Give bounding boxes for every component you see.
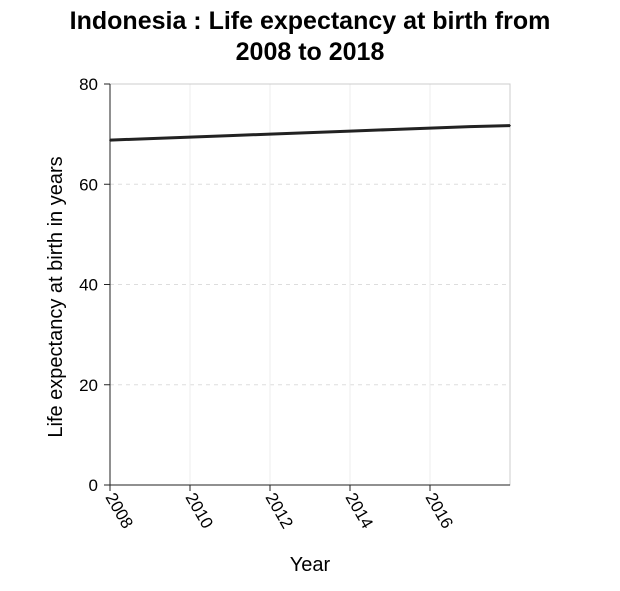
data-point — [189, 136, 191, 138]
data-point — [269, 133, 271, 135]
series-layer — [109, 124, 511, 142]
y-tick-label: 80 — [79, 75, 98, 94]
data-point — [149, 137, 151, 140]
x-tick-label: 2016 — [422, 490, 457, 532]
y-axis-ticks: 0 20 40 60 80 — [79, 75, 110, 495]
data-point — [109, 139, 111, 141]
chart-title-line-2: 2008 to 2018 — [236, 38, 385, 66]
x-tick-label: 2008 — [102, 490, 137, 532]
chart-title-line-1: Indonesia : Life expectancy at birth fro… — [70, 7, 551, 35]
y-axis-title: Life expectancy at birth in years — [45, 156, 67, 437]
grid-lines — [110, 84, 510, 485]
data-point — [509, 124, 511, 127]
data-point — [389, 128, 391, 131]
x-tick-label: 2014 — [342, 490, 377, 532]
y-tick-label: 40 — [79, 276, 98, 295]
y-tick-label: 0 — [89, 476, 98, 495]
data-point — [349, 130, 351, 132]
x-tick-label: 2010 — [182, 490, 217, 532]
x-axis-title: Year — [290, 554, 331, 576]
x-axis-ticks: 2008 2010 2012 2014 2016 — [102, 485, 457, 532]
data-point — [429, 127, 431, 129]
data-point — [229, 134, 231, 137]
data-point — [469, 125, 471, 128]
data-point — [309, 131, 311, 134]
x-tick-label: 2012 — [262, 490, 297, 532]
y-tick-label: 60 — [79, 175, 98, 194]
y-tick-label: 20 — [79, 376, 98, 395]
